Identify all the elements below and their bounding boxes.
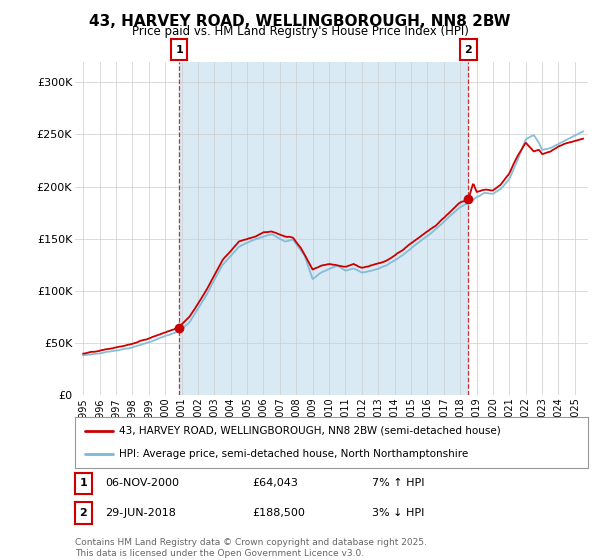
Text: 29-JUN-2018: 29-JUN-2018	[105, 508, 176, 518]
Text: £188,500: £188,500	[252, 508, 305, 518]
Text: 06-NOV-2000: 06-NOV-2000	[105, 478, 179, 488]
Text: 43, HARVEY ROAD, WELLINGBOROUGH, NN8 2BW (semi-detached house): 43, HARVEY ROAD, WELLINGBOROUGH, NN8 2BW…	[119, 426, 500, 436]
Bar	[179, 62, 468, 395]
Text: Price paid vs. HM Land Registry's House Price Index (HPI): Price paid vs. HM Land Registry's House …	[131, 25, 469, 38]
Text: 2: 2	[80, 508, 87, 518]
Text: HPI: Average price, semi-detached house, North Northamptonshire: HPI: Average price, semi-detached house,…	[119, 449, 468, 459]
Text: £64,043: £64,043	[252, 478, 298, 488]
Text: 43, HARVEY ROAD, WELLINGBOROUGH, NN8 2BW: 43, HARVEY ROAD, WELLINGBOROUGH, NN8 2BW	[89, 14, 511, 29]
Text: Contains HM Land Registry data © Crown copyright and database right 2025.
This d: Contains HM Land Registry data © Crown c…	[75, 538, 427, 558]
Text: 7% ↑ HPI: 7% ↑ HPI	[372, 478, 425, 488]
Text: 3% ↓ HPI: 3% ↓ HPI	[372, 508, 424, 518]
Text: 2: 2	[464, 45, 472, 55]
Text: 1: 1	[80, 478, 87, 488]
Text: 1: 1	[175, 45, 183, 55]
